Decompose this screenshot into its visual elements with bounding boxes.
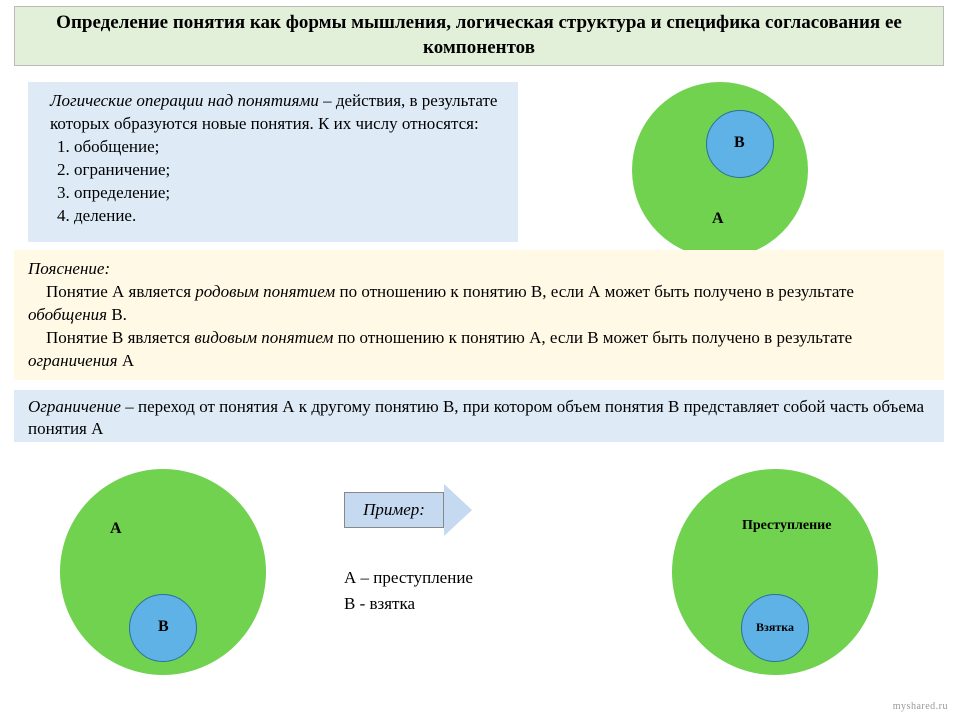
limitation-head: Ограничение — [28, 397, 121, 416]
list-item: ограничение; — [74, 159, 508, 182]
explanation-p2: Понятие В является видовым понятием по о… — [28, 327, 930, 373]
limitation-tail: – переход от понятия А к другому понятию… — [28, 397, 924, 438]
example-text: А – преступление В - взятка — [344, 565, 473, 616]
t: Понятие А является — [46, 282, 195, 301]
euler-left-outer-label: А — [110, 520, 122, 538]
ops-lead-italic: Логические операции над понятиями — [50, 91, 319, 110]
watermark: myshared.ru — [893, 701, 948, 712]
t: А — [118, 351, 135, 370]
ops-list: обобщение; ограничение; определение; дел… — [74, 136, 508, 228]
explanation-heading: Пояснение: — [28, 258, 930, 281]
list-item: обобщение; — [74, 136, 508, 159]
t: родовым понятием — [195, 282, 335, 301]
t: по отношению к понятию А, если В может б… — [333, 328, 852, 347]
example-line-a: А – преступление — [344, 565, 473, 591]
explanation-box: Пояснение: Понятие А является родовым по… — [14, 250, 944, 380]
euler-left-inner-label: В — [158, 618, 169, 636]
euler-right-outer-label: Преступление — [742, 518, 831, 534]
example-arrow-label: Пример: — [344, 492, 444, 528]
t: В. — [107, 305, 127, 324]
t: по отношению к понятию В, если А может б… — [335, 282, 854, 301]
arrow-head-icon — [444, 484, 472, 536]
operations-box: Логические операции над понятиями – дейс… — [28, 82, 518, 242]
list-item: деление. — [74, 205, 508, 228]
euler-top-outer-label: А — [712, 210, 724, 228]
t: ограничения — [28, 351, 118, 370]
example-arrow: Пример: — [344, 490, 474, 530]
t: видовым понятием — [194, 328, 333, 347]
t: обобщения — [28, 305, 107, 324]
example-line-b: В - взятка — [344, 591, 473, 617]
limitation-box: Ограничение – переход от понятия А к дру… — [14, 390, 944, 442]
list-item: определение; — [74, 182, 508, 205]
t: Понятие В является — [46, 328, 194, 347]
page-title: Определение понятия как формы мышления, … — [14, 6, 944, 66]
euler-right-inner-label: Взятка — [756, 620, 794, 635]
explanation-p1: Понятие А является родовым понятием по о… — [28, 281, 930, 327]
euler-top-inner-label: В — [734, 134, 745, 152]
